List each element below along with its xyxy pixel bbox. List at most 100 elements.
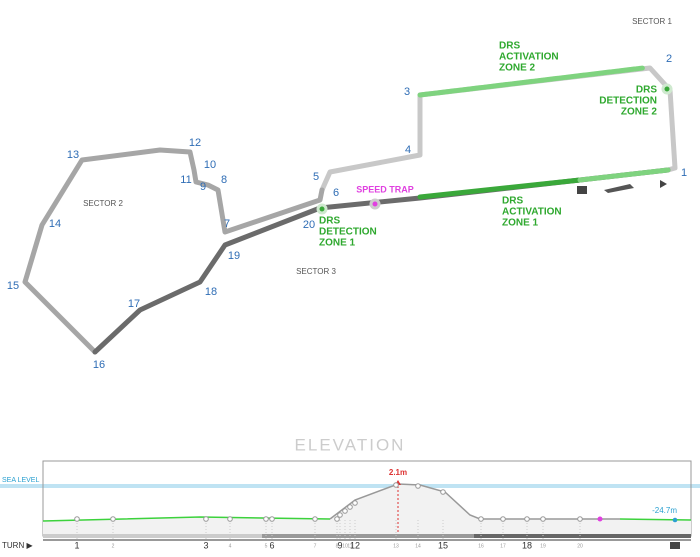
- turn-number: 5: [313, 171, 319, 183]
- turn-axis-label: 20: [577, 543, 583, 549]
- turn-number: 20: [303, 219, 315, 231]
- turn-point: [342, 508, 348, 514]
- track-sector-2: [22, 147, 325, 355]
- drs-label: DETECTION: [319, 227, 377, 238]
- turn-point: [352, 500, 358, 506]
- turn-point: [263, 516, 269, 522]
- turn-number: 2: [666, 53, 672, 65]
- drs-label: ZONE 2: [621, 107, 658, 118]
- elevation-area: [43, 484, 691, 536]
- turn-number: 1: [681, 167, 687, 179]
- turn-point: [347, 504, 353, 510]
- turn-point: [74, 516, 80, 522]
- drs-label: ZONE 1: [502, 218, 539, 229]
- turn-axis-label: 4: [229, 543, 232, 549]
- turn-axis-label: 1: [74, 540, 79, 550]
- turn-number: 9: [200, 181, 206, 193]
- turn-axis-label: 7: [314, 543, 317, 549]
- drs-label: ACTIVATION: [499, 52, 559, 63]
- turn-number: 12: [189, 137, 201, 149]
- turn-point: [227, 516, 233, 522]
- drs-detection-2-point: [661, 83, 673, 95]
- turn-point: [110, 516, 116, 522]
- turn-number: 11: [180, 174, 191, 186]
- drs-zone-1: [417, 177, 583, 200]
- drs-label: ZONE 1: [319, 238, 356, 249]
- drs-detection-1-point: [316, 203, 328, 215]
- turn-axis-label: 2: [112, 543, 115, 549]
- turn-axis-label: 19: [540, 543, 546, 549]
- turn-point: [415, 483, 421, 489]
- turn-number: 17: [128, 298, 140, 310]
- turn-number: 15: [7, 280, 19, 292]
- turn-axis-label: 11: [347, 543, 352, 549]
- sector-label: SECTOR 3: [296, 267, 336, 276]
- turn-point: [577, 516, 583, 522]
- turn-axis-label: 8: [336, 543, 339, 549]
- turn-point: [393, 482, 399, 488]
- turn-axis-label: 3: [203, 540, 208, 550]
- car-icon: [604, 184, 634, 193]
- turn-number: 19: [228, 250, 240, 262]
- track-sector-3: [92, 167, 671, 355]
- turn-number: 3: [404, 86, 410, 98]
- turn-axis-label: 16: [478, 543, 484, 549]
- turn-number: 4: [405, 144, 411, 156]
- turn-axis-label: 15: [438, 540, 448, 550]
- turn-axis-label: 10: [342, 543, 348, 549]
- turn-axis-label: 13: [393, 543, 399, 549]
- speed-trap-label: SPEED TRAP: [356, 184, 414, 194]
- sector-label: SECTOR 1: [632, 17, 672, 26]
- turn-point: [478, 516, 484, 522]
- turn-axis-label: 6: [269, 540, 274, 550]
- sector-label: SECTOR 2: [83, 199, 123, 208]
- turn-number: 10: [204, 159, 216, 171]
- finish-flag: [577, 186, 587, 194]
- turn-number: 18: [205, 286, 217, 298]
- turn-number: 8: [221, 174, 227, 186]
- track: [22, 65, 678, 355]
- direction-arrow: [660, 180, 667, 188]
- drs-label: DETECTION: [599, 96, 657, 107]
- turn-point: [440, 489, 446, 495]
- axis-label: TURN ▶: [2, 541, 33, 550]
- max-label: 2.1m: [389, 468, 407, 477]
- turn-number: 16: [93, 359, 105, 371]
- turn-point: [269, 516, 275, 522]
- turn-point: [500, 516, 506, 522]
- turn-point: [337, 512, 343, 518]
- drs-label: DRS: [636, 85, 657, 96]
- drs-label: DRS: [319, 216, 340, 227]
- elevation-title: ELEVATION: [295, 435, 406, 454]
- turn-axis-label: 5: [265, 543, 268, 549]
- speed-trap-point: [369, 198, 381, 210]
- turn-point: [203, 516, 209, 522]
- drs-zone-2: [417, 65, 646, 98]
- drs-label: ACTIVATION: [502, 207, 562, 218]
- turn-point: [334, 516, 340, 522]
- turn-number: 13: [67, 149, 79, 161]
- turn-axis-label: 9: [337, 540, 342, 550]
- turn-number: 14: [49, 218, 61, 230]
- turn-point: [312, 516, 318, 522]
- turn-number: 7: [224, 218, 230, 230]
- elevation-line: [619, 518, 692, 521]
- turn-axis-label: 12: [350, 540, 360, 550]
- track-bar-sector: [262, 534, 474, 538]
- drs-label: DRS: [499, 41, 520, 52]
- drs-zone-1-end: [577, 167, 671, 183]
- finish-flag: [670, 542, 680, 549]
- turn-point: [672, 517, 678, 523]
- turn-axis-label: 18: [522, 540, 532, 550]
- turn-axis-label: 14: [415, 543, 421, 549]
- turn-number: 6: [333, 187, 339, 199]
- elevation-line: [42, 516, 331, 522]
- drs-label: ZONE 2: [499, 63, 536, 74]
- sea-level-label: SEA LEVEL: [2, 477, 39, 484]
- drs-label: DRS: [502, 196, 523, 207]
- turn-point: [524, 516, 530, 522]
- speed-trap-point: [597, 516, 603, 522]
- track-bar-sector: [474, 534, 691, 538]
- min-label: -24.7m: [652, 506, 677, 515]
